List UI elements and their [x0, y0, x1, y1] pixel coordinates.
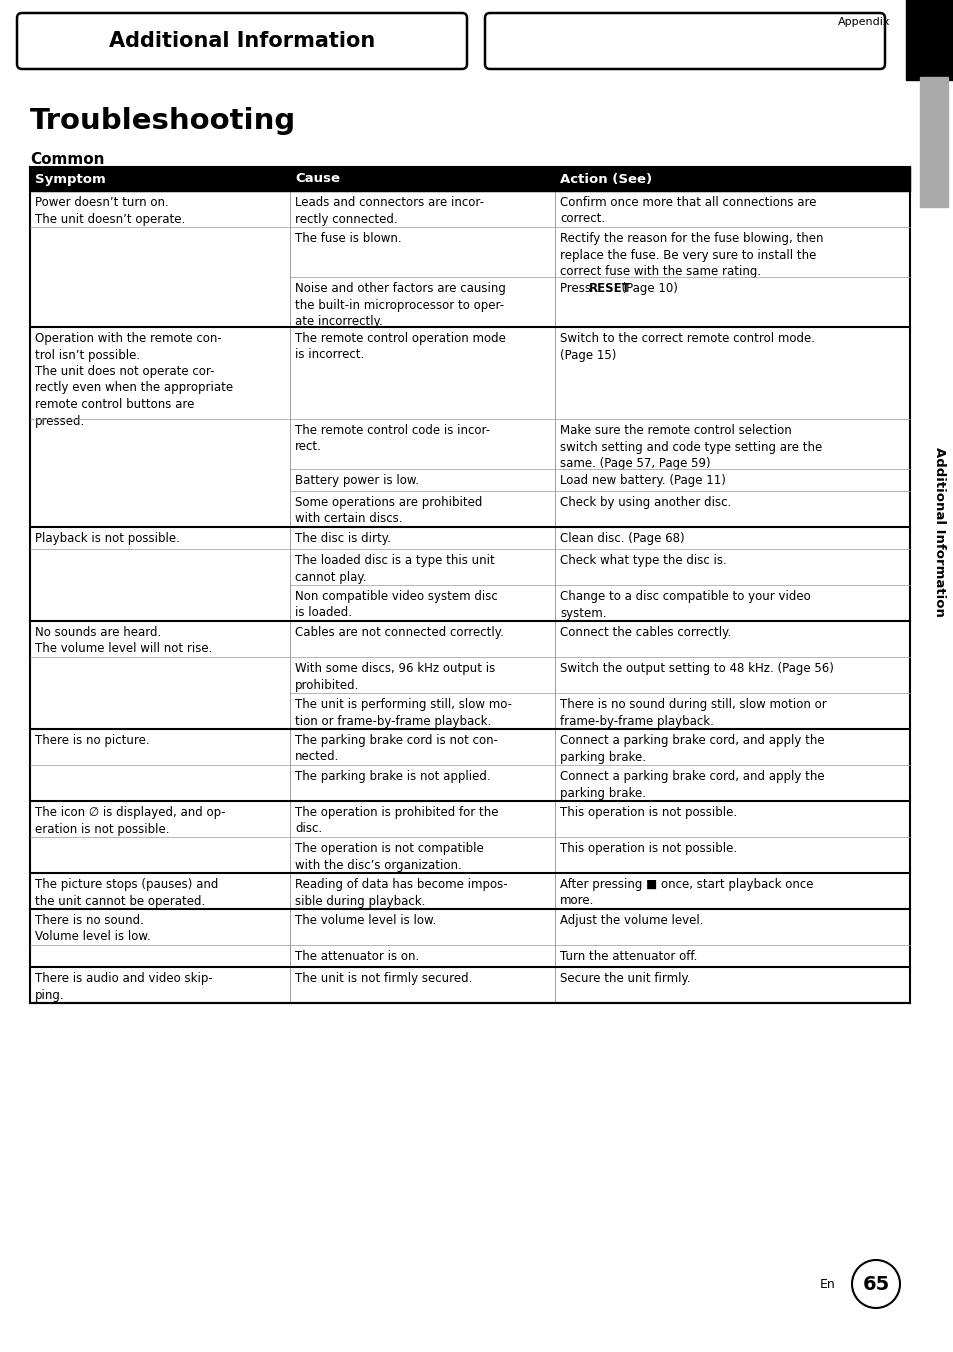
- Text: The fuse is blown.: The fuse is blown.: [294, 233, 401, 245]
- Text: Cause: Cause: [294, 173, 339, 185]
- Text: Action (See): Action (See): [559, 173, 652, 185]
- Text: The remote control code is incor-
rect.: The remote control code is incor- rect.: [294, 425, 490, 453]
- Text: This operation is not possible.: This operation is not possible.: [559, 842, 737, 854]
- Text: Operation with the remote con-
trol isn’t possible.
The unit does not operate co: Operation with the remote con- trol isn’…: [35, 333, 233, 427]
- Text: Load new battery. (Page 11): Load new battery. (Page 11): [559, 475, 725, 487]
- Text: The operation is prohibited for the
disc.: The operation is prohibited for the disc…: [294, 806, 498, 836]
- Text: Connect a parking brake cord, and apply the
parking brake.: Connect a parking brake cord, and apply …: [559, 771, 823, 799]
- Text: There is no sound.
Volume level is low.: There is no sound. Volume level is low.: [35, 914, 151, 944]
- Text: This operation is not possible.: This operation is not possible.: [559, 806, 737, 819]
- Text: En: En: [820, 1278, 835, 1291]
- Text: Noise and other factors are causing
the built-in microprocessor to oper-
ate inc: Noise and other factors are causing the …: [294, 283, 505, 329]
- Bar: [30, 168, 909, 191]
- Text: The attenuator is on.: The attenuator is on.: [294, 950, 418, 963]
- Text: Rectify the reason for the fuse blowing, then
replace the fuse. Be very sure to : Rectify the reason for the fuse blowing,…: [559, 233, 822, 279]
- Text: Symptom: Symptom: [35, 173, 106, 185]
- Text: The parking brake is not applied.: The parking brake is not applied.: [294, 771, 490, 783]
- Text: Troubleshooting: Troubleshooting: [30, 107, 296, 135]
- Text: Reading of data has become impos-
sible during playback.: Reading of data has become impos- sible …: [294, 877, 507, 907]
- FancyBboxPatch shape: [484, 14, 884, 69]
- Text: With some discs, 96 kHz output is
prohibited.: With some discs, 96 kHz output is prohib…: [294, 662, 495, 691]
- Text: The volume level is low.: The volume level is low.: [294, 914, 436, 927]
- Text: Secure the unit firmly.: Secure the unit firmly.: [559, 972, 690, 986]
- Text: Some operations are prohibited
with certain discs.: Some operations are prohibited with cert…: [294, 496, 482, 526]
- Text: The picture stops (pauses) and
the unit cannot be operated.: The picture stops (pauses) and the unit …: [35, 877, 218, 907]
- Bar: [905, 0, 953, 80]
- Text: There is audio and video skip-
ping.: There is audio and video skip- ping.: [35, 972, 213, 1002]
- Text: Appendix: Appendix: [837, 18, 889, 27]
- Text: There is no picture.: There is no picture.: [35, 734, 150, 748]
- Text: The remote control operation mode
is incorrect.: The remote control operation mode is inc…: [294, 333, 505, 361]
- Text: Additional Information: Additional Information: [933, 448, 945, 617]
- Text: Turn the attenuator off.: Turn the attenuator off.: [559, 950, 697, 963]
- Bar: [919, 77, 947, 207]
- Text: Leads and connectors are incor-
rectly connected.: Leads and connectors are incor- rectly c…: [294, 196, 483, 226]
- Text: Make sure the remote control selection
switch setting and code type setting are : Make sure the remote control selection s…: [559, 425, 821, 470]
- Text: Adjust the volume level.: Adjust the volume level.: [559, 914, 702, 927]
- Text: Check by using another disc.: Check by using another disc.: [559, 496, 731, 508]
- Text: Change to a disc compatible to your video
system.: Change to a disc compatible to your vide…: [559, 589, 810, 619]
- Text: Common: Common: [30, 151, 105, 168]
- Text: There is no sound during still, slow motion or
frame-by-frame playback.: There is no sound during still, slow mot…: [559, 698, 826, 727]
- Text: Connect the cables correctly.: Connect the cables correctly.: [559, 626, 731, 639]
- Text: Playback is not possible.: Playback is not possible.: [35, 531, 180, 545]
- Text: The loaded disc is a type this unit
cannot play.: The loaded disc is a type this unit cann…: [294, 554, 495, 584]
- Text: The operation is not compatible
with the disc’s organization.: The operation is not compatible with the…: [294, 842, 483, 872]
- Text: Non compatible video system disc
is loaded.: Non compatible video system disc is load…: [294, 589, 497, 619]
- Text: No sounds are heard.
The volume level will not rise.: No sounds are heard. The volume level wi…: [35, 626, 213, 656]
- Text: Press: Press: [559, 283, 594, 295]
- Text: After pressing ■ once, start playback once
more.: After pressing ■ once, start playback on…: [559, 877, 813, 907]
- Text: Cables are not connected correctly.: Cables are not connected correctly.: [294, 626, 503, 639]
- Text: The icon ∅ is displayed, and op-
eration is not possible.: The icon ∅ is displayed, and op- eration…: [35, 806, 225, 836]
- FancyBboxPatch shape: [17, 14, 467, 69]
- Text: The parking brake cord is not con-
nected.: The parking brake cord is not con- necte…: [294, 734, 497, 764]
- Text: Connect a parking brake cord, and apply the
parking brake.: Connect a parking brake cord, and apply …: [559, 734, 823, 764]
- Text: Power doesn’t turn on.
The unit doesn’t operate.: Power doesn’t turn on. The unit doesn’t …: [35, 196, 185, 226]
- Text: Confirm once more that all connections are
correct.: Confirm once more that all connections a…: [559, 196, 816, 226]
- Text: Switch to the correct remote control mode.
(Page 15): Switch to the correct remote control mod…: [559, 333, 814, 361]
- Text: The disc is dirty.: The disc is dirty.: [294, 531, 391, 545]
- Text: Battery power is low.: Battery power is low.: [294, 475, 418, 487]
- Circle shape: [851, 1260, 899, 1307]
- Text: Check what type the disc is.: Check what type the disc is.: [559, 554, 726, 566]
- Text: The unit is not firmly secured.: The unit is not firmly secured.: [294, 972, 472, 986]
- Text: Switch the output setting to 48 kHz. (Page 56): Switch the output setting to 48 kHz. (Pa…: [559, 662, 833, 675]
- Text: . (Page 10): . (Page 10): [614, 283, 678, 295]
- Text: Clean disc. (Page 68): Clean disc. (Page 68): [559, 531, 684, 545]
- Text: RESET: RESET: [588, 283, 630, 295]
- Text: The unit is performing still, slow mo-
tion or frame-by-frame playback.: The unit is performing still, slow mo- t…: [294, 698, 512, 727]
- Text: 65: 65: [862, 1275, 889, 1294]
- Text: Additional Information: Additional Information: [109, 31, 375, 51]
